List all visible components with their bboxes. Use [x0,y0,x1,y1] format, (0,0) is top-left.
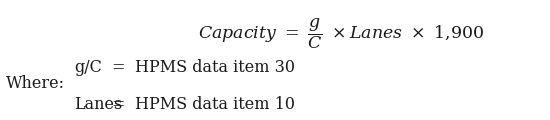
Text: g/C: g/C [74,59,102,76]
Text: $\mathit{Capacity}\ =\ \dfrac{g}{C}\ \times \mathit{Lanes}\ \times\ $1,900: $\mathit{Capacity}\ =\ \dfrac{g}{C}\ \ti… [197,16,484,51]
Text: =: = [112,96,125,113]
Text: Lanes: Lanes [74,96,123,113]
Text: HPMS data item 10: HPMS data item 10 [135,96,295,113]
Text: =: = [112,59,125,76]
Text: Where:: Where: [6,75,64,93]
Text: HPMS data item 30: HPMS data item 30 [135,59,295,76]
